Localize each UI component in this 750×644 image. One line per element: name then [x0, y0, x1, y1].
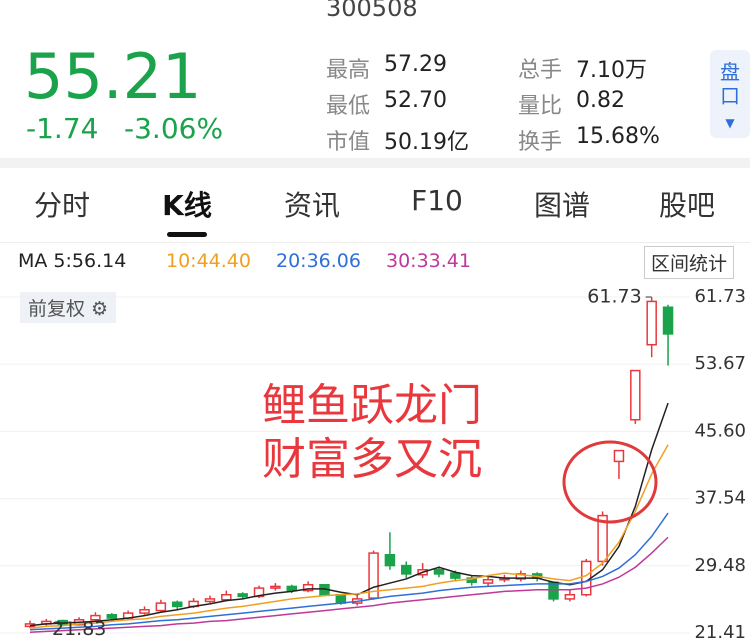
stat-label: 量比	[518, 94, 563, 119]
candle-body	[548, 581, 559, 600]
highlight-circle	[562, 440, 658, 524]
candle-body	[417, 569, 428, 576]
candle-body	[515, 573, 527, 580]
candle-body	[597, 514, 608, 563]
candle-body	[57, 619, 68, 626]
candle-body	[122, 612, 134, 619]
candle-body	[41, 620, 52, 625]
y-tick-label: 45.60	[694, 420, 746, 441]
stat-label: 最低	[326, 94, 371, 119]
candle-body	[580, 560, 592, 596]
tab[interactable]: 分时	[33, 189, 90, 222]
candle-body	[351, 598, 363, 604]
ma-legend-item: MA 5:56.14	[18, 250, 127, 272]
candle-body	[24, 623, 36, 628]
stat-label: 换手	[518, 130, 563, 155]
stat-value: 57.29	[384, 52, 447, 77]
y-tick-label: 61.73	[694, 286, 746, 307]
candle-body	[106, 614, 118, 619]
ma-line	[29, 402, 669, 627]
change-pct: -3.06%	[124, 112, 224, 145]
ma-legend-item: 10:44.40	[166, 250, 251, 272]
candle-body	[335, 594, 347, 604]
candle-body	[564, 594, 576, 600]
tab-indicator	[167, 232, 207, 237]
y-tick-label: 53.67	[694, 353, 746, 374]
candle-body	[368, 552, 379, 599]
stat-label: 总手	[518, 58, 563, 83]
y-tick-label: 37.54	[694, 488, 746, 509]
high-label: 61.73	[587, 286, 641, 308]
low-label: 21.83	[52, 618, 106, 640]
tab[interactable]: 图谱	[533, 189, 590, 222]
tab[interactable]: F10	[411, 184, 463, 217]
candle-body	[270, 585, 281, 589]
candle-body	[253, 587, 265, 598]
candle-body	[630, 369, 641, 421]
candle-body	[531, 573, 543, 579]
y-tick-label: 21.41	[694, 622, 746, 643]
candle-body	[139, 609, 150, 614]
candle-body	[499, 577, 510, 581]
divider	[0, 242, 750, 243]
stock-code: 300508	[326, 0, 418, 22]
stat-label: 市值	[326, 130, 371, 155]
candle-body	[662, 306, 674, 335]
divider	[0, 158, 750, 168]
change: -1.74	[26, 112, 99, 145]
stat-value: 0.82	[576, 88, 625, 113]
price: 55.21	[24, 40, 202, 113]
tab[interactable]: 股吧	[658, 189, 715, 222]
candle-body	[73, 619, 85, 626]
candle-body	[302, 584, 314, 592]
adjust-button[interactable]: 前复权 ⚙	[20, 292, 117, 323]
tab[interactable]: 资讯	[283, 189, 340, 222]
tab[interactable]: K线	[162, 189, 212, 222]
candle-body	[221, 594, 232, 601]
annotation: 鲤鱼跃龙门	[262, 380, 482, 431]
y-tick-label: 29.48	[694, 555, 746, 576]
candle-body	[204, 598, 216, 603]
ma-line	[29, 512, 669, 631]
stat-value: 15.68%	[576, 124, 660, 149]
candle-body	[286, 585, 298, 592]
stat-value: 50.19亿	[384, 130, 469, 155]
candle-body	[466, 577, 477, 583]
candle-body	[237, 593, 248, 598]
candle-body	[319, 584, 330, 596]
candle-body	[646, 300, 657, 346]
stat-label: 最高	[326, 58, 371, 83]
candle-body	[90, 614, 101, 621]
interval-button[interactable]: 区间统计	[644, 246, 735, 279]
candle-body	[401, 564, 412, 575]
candle-body	[613, 449, 625, 463]
adjust-label: 前复权	[28, 298, 86, 320]
stat-value: 7.10万	[576, 58, 647, 83]
stat-value: 52.70	[384, 88, 447, 113]
candle-body	[384, 554, 396, 567]
candle-body	[482, 579, 494, 584]
candle-body	[171, 601, 183, 608]
candle-body	[155, 602, 167, 612]
candle-body	[188, 600, 199, 608]
ma-legend-item: 20:36.06	[276, 250, 361, 272]
ma-line	[29, 536, 669, 633]
ma-legend-item: 30:33.41	[386, 250, 471, 272]
candle-body	[433, 569, 445, 575]
side-button-label: 盘口	[720, 60, 740, 108]
side-button[interactable]: 盘口 ▼	[710, 50, 750, 138]
ma-line	[29, 444, 669, 629]
candle-body	[450, 572, 461, 579]
annotation: 财富多又沉	[262, 434, 482, 485]
